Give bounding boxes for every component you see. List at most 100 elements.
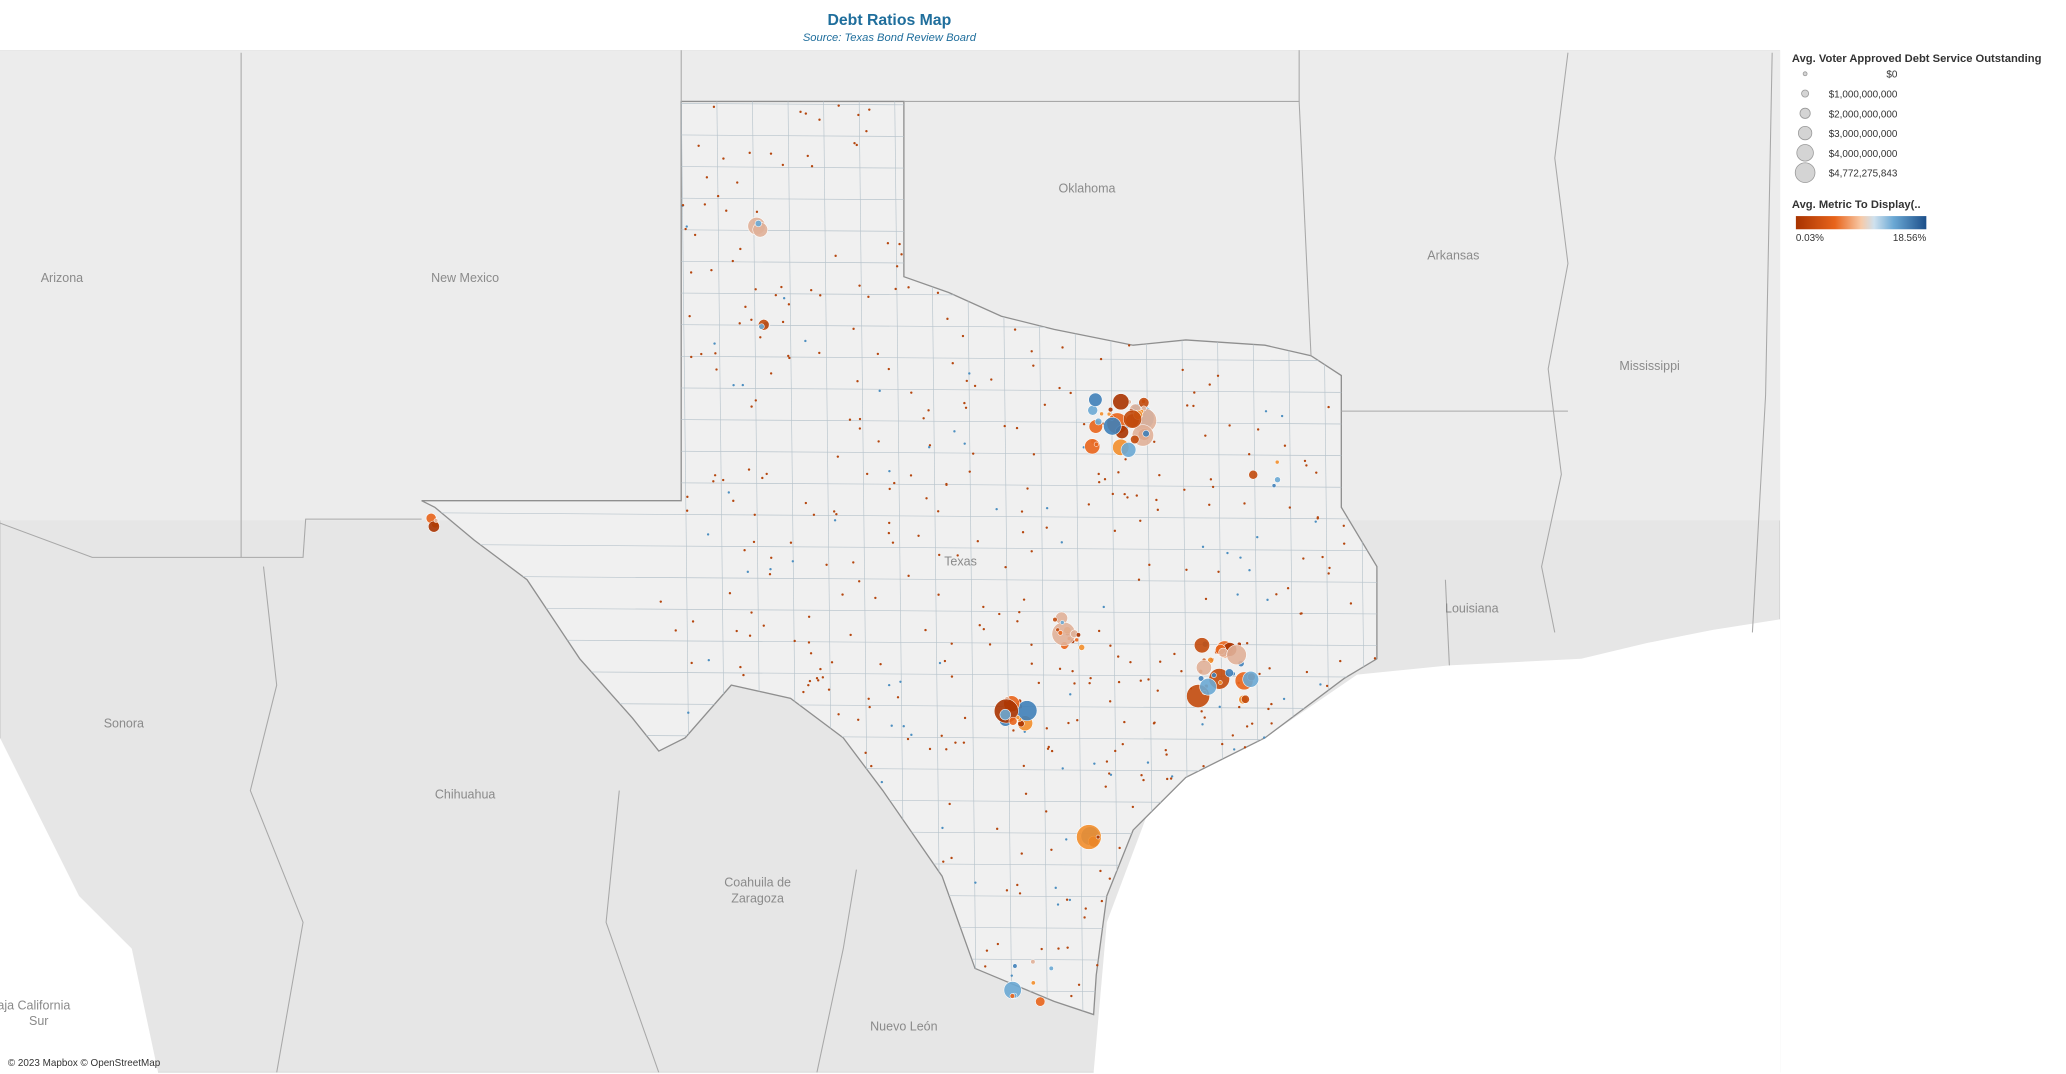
- size-legend-title: Avg. Voter Approved Debt Service Outstan…: [1792, 53, 2042, 65]
- point: [1256, 535, 1259, 539]
- point: [963, 716, 967, 720]
- point: [1129, 660, 1132, 664]
- point: [1342, 524, 1345, 527]
- point: [972, 452, 975, 455]
- point: [768, 573, 772, 576]
- point: [1068, 898, 1072, 902]
- point: [909, 474, 913, 477]
- point: [910, 733, 913, 737]
- state-lines: [0, 50, 1773, 1073]
- kansas-border: [680, 50, 1300, 102]
- point: [802, 690, 805, 694]
- point: [1012, 963, 1018, 969]
- point: [770, 556, 773, 559]
- point: [1045, 727, 1048, 730]
- point: [1155, 498, 1158, 502]
- point: [1076, 824, 1102, 850]
- us-mexico-border: [0, 518, 422, 558]
- point: [1200, 710, 1203, 713]
- point: [1270, 722, 1273, 725]
- point: [735, 629, 738, 633]
- point: [1314, 520, 1317, 523]
- point: [1327, 572, 1330, 575]
- point: [910, 391, 913, 394]
- place-label: aja California: [0, 998, 70, 1012]
- point: [742, 673, 745, 677]
- point: [1109, 644, 1112, 647]
- point: [825, 563, 828, 566]
- place-label: Mississippi: [1619, 359, 1679, 373]
- point: [1093, 762, 1096, 765]
- point: [830, 661, 834, 664]
- point: [895, 265, 899, 268]
- point: [956, 554, 959, 557]
- point: [1008, 716, 1018, 726]
- point: [848, 418, 852, 421]
- point: [754, 219, 762, 228]
- point: [924, 628, 927, 632]
- point: [818, 351, 821, 355]
- point: [1209, 478, 1213, 481]
- point: [1283, 444, 1287, 447]
- point: [810, 288, 813, 292]
- point: [1299, 612, 1302, 615]
- point: [1004, 565, 1007, 569]
- point: [963, 401, 966, 405]
- point: [1156, 689, 1159, 692]
- point: [1084, 907, 1087, 910]
- point: [738, 322, 741, 325]
- point: [1327, 405, 1330, 409]
- point: [1111, 492, 1114, 496]
- point: [1183, 488, 1186, 491]
- point: [836, 455, 840, 458]
- point: [750, 405, 753, 408]
- point: [712, 105, 716, 109]
- point: [1040, 947, 1043, 951]
- point: [874, 596, 877, 600]
- point: [807, 683, 810, 687]
- point: [710, 268, 713, 272]
- point: [982, 605, 985, 609]
- point: [961, 334, 965, 338]
- point: [868, 705, 871, 709]
- point: [1226, 551, 1229, 555]
- point: [1026, 487, 1029, 490]
- point: [1147, 678, 1150, 681]
- point: [715, 368, 718, 371]
- point: [837, 713, 840, 716]
- point: [1199, 678, 1217, 696]
- point: [1013, 328, 1017, 331]
- point: [732, 499, 735, 503]
- point: [1089, 676, 1092, 680]
- point: [852, 561, 855, 564]
- point: [686, 495, 689, 499]
- point: [999, 709, 1011, 721]
- point: [1117, 655, 1120, 658]
- point: [1037, 681, 1041, 685]
- point: [1135, 494, 1138, 497]
- point: [1196, 659, 1212, 676]
- point: [703, 203, 707, 206]
- size-legend-label: $4,772,275,843: [1829, 169, 1898, 180]
- point: [834, 254, 837, 258]
- point: [879, 662, 882, 666]
- point: [690, 661, 693, 665]
- size-legend-circle: [1802, 71, 1808, 77]
- point: [1093, 441, 1099, 447]
- point: [1339, 659, 1342, 663]
- color-ramp: [1795, 216, 1927, 230]
- place-label: Coahuila de: [724, 876, 791, 890]
- point: [818, 118, 821, 121]
- place-label: Sonora: [104, 716, 144, 730]
- point: [835, 512, 838, 516]
- point: [1048, 965, 1054, 971]
- point: [1123, 409, 1142, 429]
- point: [1270, 702, 1273, 706]
- point: [752, 540, 756, 544]
- point: [1302, 557, 1305, 560]
- point: [750, 611, 753, 614]
- point: [807, 615, 811, 618]
- place-label: Zaragoza: [731, 892, 784, 906]
- point: [1181, 368, 1184, 372]
- point: [1146, 761, 1150, 764]
